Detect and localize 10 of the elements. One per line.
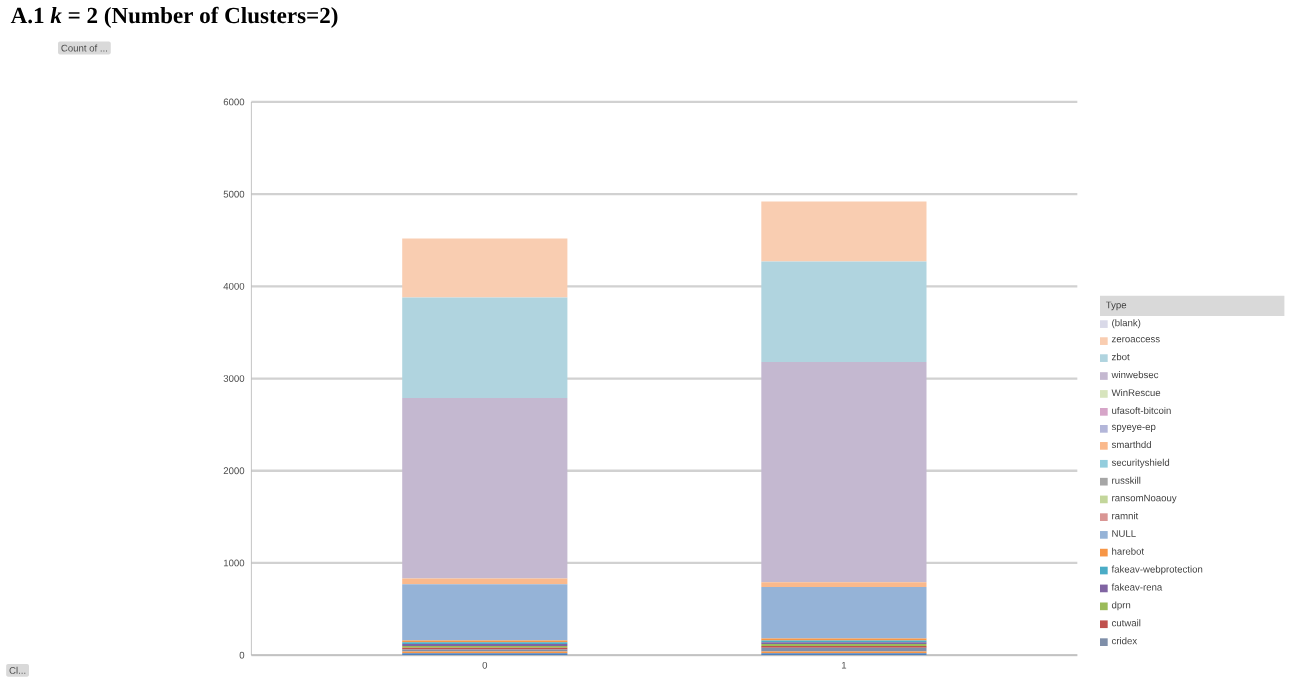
bar xyxy=(761,201,927,262)
bar xyxy=(402,397,568,579)
bar xyxy=(761,261,927,363)
bar xyxy=(402,578,568,585)
bar xyxy=(761,362,927,583)
bar xyxy=(402,297,568,398)
bar xyxy=(402,238,568,298)
bar xyxy=(402,584,568,641)
chart-title: A.1 k = 2 (Number of Clusters=2) xyxy=(10,6,338,28)
bar xyxy=(761,586,927,639)
